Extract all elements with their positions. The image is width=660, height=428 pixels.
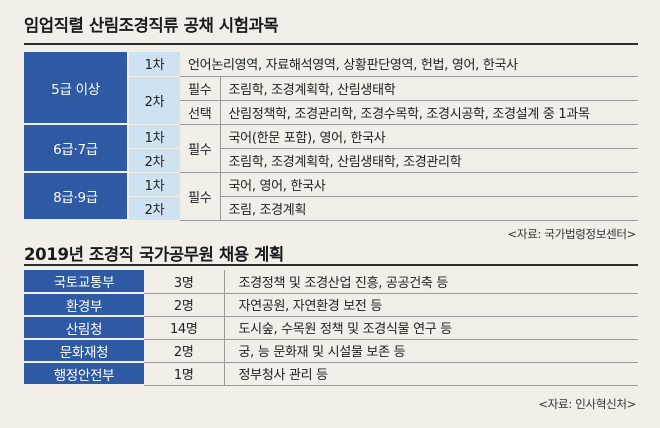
subjects-cell: 조림학, 조경계획학, 산림생태학, 조경관리학	[219, 148, 639, 173]
stage-cell: 1차	[127, 124, 180, 149]
stage-cell: 2차	[127, 196, 180, 221]
subjects-cell: 국어, 영어, 한국사	[219, 172, 639, 197]
subjects-cell: 조림학, 조경계획학, 산림생태학	[219, 76, 639, 101]
ministry-cell: 산림청	[24, 316, 144, 340]
description-cell: 도시숲, 수목원 정책 및 조경식물 연구 등	[223, 316, 638, 340]
description-cell: 조경정책 및 조경산업 진흥, 공공건축 등	[223, 270, 638, 294]
subjects-cell: 조림, 조경계획	[219, 196, 639, 221]
grade-cell: 5급 이상	[24, 52, 128, 125]
ministry-cell: 국토교통부	[24, 270, 144, 294]
table-row: 문화재청 2명 궁, 능 문화재 및 시설물 보존 등	[24, 339, 638, 363]
table-row: 선택 산림정책학, 조경관리학, 조경수목학, 조경시공학, 조경설계 중 1과…	[24, 100, 639, 125]
stage-cell: 2차	[127, 148, 180, 173]
count-cell: 1명	[144, 362, 224, 386]
count-cell: 2명	[144, 339, 224, 363]
table-row: 8급·9급 1차 필수 국어, 영어, 한국사	[24, 172, 639, 221]
title-rule	[24, 264, 638, 266]
hiring-plan-title: 2019년 조경직 국가공무원 채용 계획	[24, 245, 284, 264]
subjects-cell: 산림정책학, 조경관리학, 조경수목학, 조경시공학, 조경설계 중 1과목	[219, 100, 639, 125]
count-cell: 3명	[144, 270, 224, 294]
ministry-cell: 환경부	[24, 293, 144, 317]
table-row: 6급·7급 1차 필수 국어(한문 포함), 영어, 한국사	[24, 124, 639, 173]
description-cell: 자연공원, 자연환경 보전 등	[223, 293, 638, 317]
grade-cell: 8급·9급	[24, 172, 128, 221]
table-row: 국토교통부 3명 조경정책 및 조경산업 진흥, 공공건축 등	[24, 270, 638, 294]
table-row: 2차 필수 조림학, 조경계획학, 산림생태학	[24, 76, 639, 125]
stage-cell: 2차	[127, 76, 180, 125]
kind-cell: 필수	[180, 124, 220, 173]
grade-cell: 6급·7급	[24, 124, 128, 173]
table-row: 산림청 14명 도시숲, 수목원 정책 및 조경식물 연구 등	[24, 316, 638, 340]
ministry-cell: 문화재청	[24, 339, 144, 363]
exam-subjects-title: 임업직렬 산림조경직류 공채 시험과목	[24, 16, 279, 35]
count-cell: 14명	[144, 316, 224, 340]
table-row: 행정안전부 1명 정부청사 관리 등	[24, 362, 638, 386]
exam-subjects-table: 5급 이상 1차 언어논리영역, 자료해석영역, 상황판단영역, 헌법, 영어,…	[24, 52, 639, 221]
title-rule	[24, 43, 638, 45]
kind-cell: 필수	[180, 172, 220, 221]
subjects-cell: 언어논리영역, 자료해석영역, 상황판단영역, 헌법, 영어, 한국사	[180, 52, 639, 77]
stage-cell: 1차	[127, 52, 180, 77]
description-cell: 정부청사 관리 등	[223, 362, 638, 386]
hiring-plan-table: 국토교통부 3명 조경정책 및 조경산업 진흥, 공공건축 등 환경부 2명 자…	[24, 270, 638, 386]
stage-cell: 1차	[127, 172, 180, 197]
table-row: 5급 이상 1차 언어논리영역, 자료해석영역, 상황판단영역, 헌법, 영어,…	[24, 52, 639, 125]
count-cell: 2명	[144, 293, 224, 317]
table-row: 2차 조림학, 조경계획학, 산림생태학, 조경관리학	[24, 148, 639, 173]
subjects-cell: 국어(한문 포함), 영어, 한국사	[219, 124, 639, 149]
table-row: 2차 조림, 조경계획	[24, 196, 639, 221]
table-row: 환경부 2명 자연공원, 자연환경 보전 등	[24, 293, 638, 317]
description-cell: 궁, 능 문화재 및 시설물 보존 등	[223, 339, 638, 363]
kind-cell: 필수	[180, 76, 220, 101]
ministry-cell: 행정안전부	[24, 362, 144, 386]
plan-source-note: <자료: 인사혁신처>	[538, 397, 636, 411]
kind-cell: 선택	[180, 100, 220, 125]
exam-source-note: <자료: 국가법령정보센터>	[507, 227, 637, 241]
